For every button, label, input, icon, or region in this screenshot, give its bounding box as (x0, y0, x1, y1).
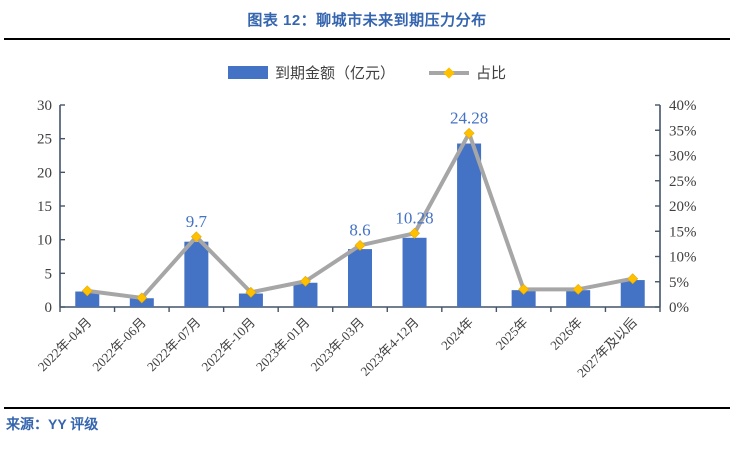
bar-swatch-icon (227, 66, 268, 79)
data-label: 24.28 (450, 108, 488, 127)
category-label: 2022年-06月 (89, 315, 149, 375)
bar-2022年-07月 (184, 241, 209, 307)
maturity-pressure-chart: 0 5 10 15 20 25 30 0% 5% 10% 15% 20% 25% 30% 35% 40% 202… (35, 98, 697, 380)
page-title: 图表 12：聊城市未来到期压力分布 (247, 12, 487, 29)
bar-2026年 (566, 290, 591, 307)
bar-2025年 (511, 290, 536, 307)
bar-2024年 (457, 143, 482, 307)
source-text: 来源：YY 评级 (6, 416, 99, 432)
left-axis-label: 30 (37, 98, 52, 114)
right-axis-label: 0% (669, 300, 689, 316)
left-axis-label: 10 (37, 233, 52, 249)
legend-item-bar: 到期金额（亿元） (227, 62, 395, 83)
legend-bar-label: 到期金额（亿元） (274, 66, 395, 82)
line-marker (409, 227, 420, 239)
category-label: 2022年-04月 (35, 315, 95, 375)
bottom-divider (4, 407, 730, 409)
line-marker (354, 239, 366, 251)
data-label: 10.28 (395, 208, 433, 227)
legend-line-label: 占比 (476, 66, 507, 82)
legend-item-line: 占比 (429, 62, 506, 83)
line-marker (190, 231, 202, 243)
bar-2023年4-12月 (402, 237, 427, 307)
line-marker (300, 275, 311, 287)
bar-2022年-10月 (238, 293, 263, 307)
line-marker (627, 273, 639, 285)
right-axis-label: 40% (669, 98, 697, 114)
right-axis-label: 20% (669, 199, 697, 215)
left-axis-label: 20 (37, 165, 52, 181)
bar-2027年及以后 (620, 280, 645, 307)
line-marker (245, 286, 257, 298)
category-label: 2026年 (547, 315, 585, 353)
top-divider (4, 38, 730, 40)
right-axis-label: 30% (669, 149, 697, 165)
right-axis-label: 25% (669, 174, 697, 190)
left-axis-label: 0 (45, 300, 53, 316)
left-axis-label: 15 (37, 199, 52, 215)
bar-2023年-01月 (293, 282, 318, 307)
data-label: 9.7 (186, 212, 208, 231)
category-label: 2023年-01月 (253, 315, 313, 375)
bar-2023年-03月 (348, 249, 372, 307)
category-label: 2024年 (438, 315, 476, 353)
left-axis-label: 25 (37, 132, 52, 148)
bar-2022年-04月 (75, 291, 100, 307)
right-axis-label: 10% (669, 250, 697, 266)
category-label: 2022年-10月 (198, 315, 258, 375)
category-label: 2023年-03月 (307, 315, 367, 375)
line-marker (572, 283, 584, 295)
right-axis-label: 15% (669, 224, 697, 240)
line-marker-icon (429, 66, 469, 79)
chart-legend: 到期金额（亿元） 占比 (0, 62, 734, 83)
right-axis-label: 5% (669, 275, 689, 291)
category-label: 2023年4-12月 (357, 315, 421, 379)
line-marker (136, 292, 148, 304)
category-label: 2025年 (493, 315, 531, 353)
line-marker (518, 283, 530, 295)
left-axis-label: 5 (45, 266, 53, 282)
line-marker (463, 127, 475, 139)
right-axis-label: 35% (669, 123, 697, 139)
data-label: 8.6 (349, 220, 370, 239)
category-label: 2022年-07月 (144, 315, 204, 375)
line-marker (81, 285, 93, 297)
